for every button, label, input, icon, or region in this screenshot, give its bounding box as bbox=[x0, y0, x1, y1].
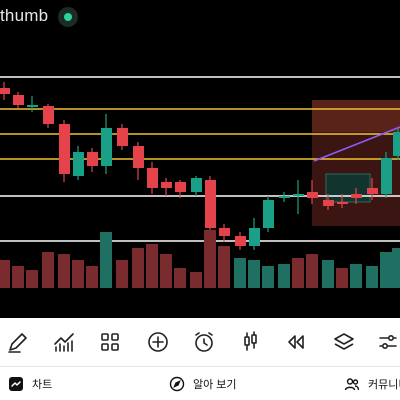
bullish-candle bbox=[191, 178, 202, 192]
bullish-candle bbox=[263, 200, 274, 228]
grid-icon bbox=[101, 333, 119, 351]
short-zone-top bbox=[312, 100, 400, 132]
volume-bar bbox=[58, 254, 70, 288]
bearish-candle bbox=[337, 202, 348, 204]
chart-canvas[interactable] bbox=[0, 32, 400, 318]
bearish-candle bbox=[117, 128, 128, 146]
volume-bar bbox=[262, 266, 274, 288]
volume-bar bbox=[234, 258, 246, 288]
replay-tool-button[interactable] bbox=[280, 326, 312, 358]
nav-community-label: 커뮤니티 bbox=[368, 379, 400, 391]
time-axis bbox=[0, 288, 400, 318]
volume-bar bbox=[292, 258, 304, 288]
layout-tool-button[interactable] bbox=[94, 326, 126, 358]
nav-explore-label: 알아 보기 bbox=[193, 379, 237, 391]
volume-bar bbox=[248, 260, 260, 288]
volume-bar bbox=[350, 264, 362, 288]
live-status-icon[interactable] bbox=[58, 7, 78, 27]
draw-tool-button[interactable] bbox=[2, 326, 34, 358]
candlestick-icon bbox=[244, 331, 257, 351]
users-icon bbox=[344, 378, 360, 391]
volume-bar bbox=[204, 230, 216, 288]
bullish-candle bbox=[249, 228, 260, 246]
volume-bar bbox=[336, 268, 348, 288]
selection-box bbox=[325, 173, 371, 203]
bottom-navigation: 차트 알아 보기 커뮤니티 bbox=[0, 367, 400, 400]
bearish-candle bbox=[367, 188, 378, 194]
bearish-candle bbox=[205, 180, 216, 228]
top-bar: thumb bbox=[0, 0, 400, 32]
pen-icon bbox=[8, 333, 27, 353]
rewind-icon bbox=[288, 335, 304, 349]
volume-bar bbox=[278, 264, 290, 288]
nav-chart[interactable]: 차트 bbox=[8, 373, 52, 395]
add-tool-button[interactable] bbox=[142, 326, 174, 358]
bearish-candle bbox=[0, 88, 10, 94]
compass-icon bbox=[169, 376, 185, 392]
bearish-candle bbox=[351, 194, 362, 198]
exchange-title: thumb bbox=[0, 6, 49, 25]
bearish-candle bbox=[323, 200, 334, 206]
candle-type-button[interactable] bbox=[234, 326, 266, 358]
bearish-candle bbox=[219, 228, 230, 236]
volume-bar bbox=[86, 266, 98, 288]
volume-bar bbox=[100, 232, 112, 288]
volume-bar bbox=[218, 246, 230, 288]
layers-tool-button[interactable] bbox=[328, 326, 360, 358]
bearish-candle bbox=[87, 152, 98, 166]
sliders-icon bbox=[379, 335, 397, 350]
bullish-candle bbox=[279, 196, 290, 198]
alarm-clock-icon bbox=[195, 332, 213, 352]
indicator-tool-button[interactable] bbox=[48, 326, 80, 358]
volume-bar bbox=[12, 266, 24, 288]
bearish-candle bbox=[161, 182, 172, 188]
trendline bbox=[313, 126, 400, 162]
settings-tool-button[interactable] bbox=[372, 326, 400, 358]
bearish-candle bbox=[13, 95, 24, 105]
alert-tool-button[interactable] bbox=[188, 326, 220, 358]
chart-line-icon bbox=[9, 377, 23, 391]
volume-bar bbox=[116, 260, 128, 288]
bearish-candle bbox=[59, 124, 70, 174]
bullish-candle bbox=[393, 132, 400, 156]
volume-bar bbox=[72, 260, 84, 288]
volume-bar bbox=[174, 268, 186, 288]
nav-explore[interactable]: 알아 보기 bbox=[169, 373, 237, 395]
volume-bar bbox=[380, 252, 392, 288]
bearish-candle bbox=[235, 236, 246, 246]
bullish-candle bbox=[101, 128, 112, 166]
volume-bar bbox=[322, 260, 334, 288]
price-chart[interactable] bbox=[0, 32, 400, 318]
volume-bar bbox=[0, 260, 10, 288]
nav-community[interactable]: 커뮤니티 bbox=[344, 373, 400, 395]
volume-bar bbox=[160, 254, 172, 288]
volume-bar bbox=[306, 254, 318, 288]
chart-toolbar bbox=[0, 318, 400, 367]
bearish-candle bbox=[133, 146, 144, 168]
volume-bar bbox=[146, 244, 158, 288]
bullish-candle bbox=[293, 194, 304, 196]
bullish-candle bbox=[27, 105, 38, 107]
volume-bar bbox=[190, 272, 202, 288]
volume-bar bbox=[366, 266, 378, 288]
chart-indicator-icon bbox=[54, 333, 74, 352]
bullish-candle bbox=[73, 152, 84, 176]
volume-bar bbox=[392, 248, 400, 288]
volume-bar bbox=[26, 270, 38, 288]
bearish-candle bbox=[175, 182, 186, 192]
bearish-candle bbox=[43, 106, 54, 124]
layers-icon bbox=[334, 333, 354, 350]
plus-circle-icon bbox=[148, 332, 168, 352]
volume-bar bbox=[132, 248, 144, 288]
nav-chart-label: 차트 bbox=[32, 379, 53, 391]
volume-bar bbox=[42, 252, 54, 288]
bearish-candle bbox=[307, 192, 318, 198]
bullish-candle bbox=[381, 158, 392, 194]
bearish-candle bbox=[147, 168, 158, 188]
